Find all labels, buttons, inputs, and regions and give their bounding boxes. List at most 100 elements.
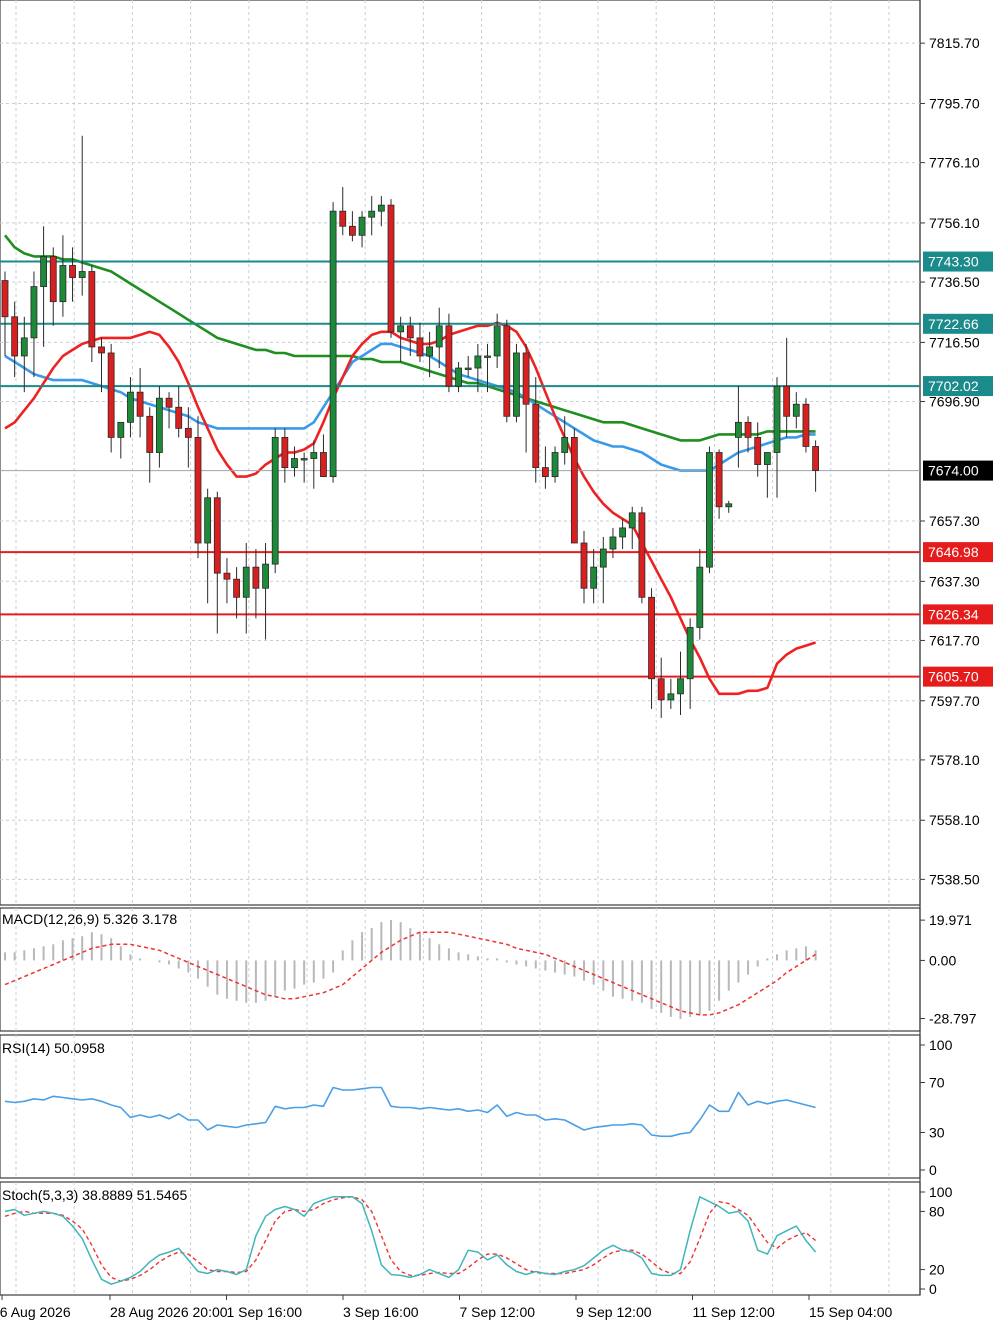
current-price-tag [923,460,993,481]
rsi-pane[interactable]: 100 70 30 0 [0,1034,953,1179]
time-tick-label: 15 Sep 04:00 [809,1304,893,1320]
price-tick-label: 7736.50 [929,274,980,290]
price-tick-label: 7815.70 [929,35,980,51]
candle-bull [271,437,279,565]
price-pane[interactable]: 7815.70 7795.70 7776.10 7756.10 7736.50 7716.… [0,0,993,1295]
level-tag [923,666,993,687]
candle-bear [657,678,665,701]
level-tag-label: 7743.30 [928,254,979,270]
level-tag-label: 7722.66 [928,316,979,332]
candle-bear [175,406,183,429]
time-tick-label: 28 Aug 2026 20:00 [110,1304,228,1320]
candle-bull [204,497,212,544]
candle-bull [561,437,569,453]
rsi-frame [0,1034,921,1179]
price-tick-label: 7795.70 [929,95,980,111]
candle-bear [233,578,241,598]
level-tag-label: 7702.02 [928,378,979,394]
stoch-k-line [4,1196,817,1285]
candle-bear [532,403,540,468]
candle-bear [783,385,791,417]
candle-bull [242,566,250,598]
macd-signal-line [4,931,816,1016]
rsi-label: RSI(14) 50.0958 [2,1040,105,1056]
candle-bull [696,566,704,628]
candle-bull [474,355,482,369]
candle-bull [329,210,337,478]
candle-bull [551,452,559,478]
macd-tick-label: 0.00 [929,952,956,968]
stoch-tick-label: 20 [929,1262,945,1278]
candle-bull [435,325,443,348]
candle-bear [754,437,762,465]
candle-bear [146,415,154,453]
candle-bear [223,572,231,580]
candle-bear [11,316,19,357]
candle-bull [609,536,617,550]
candle-bull [513,352,520,417]
candle-bear [406,325,414,339]
macd-tick-label: 19.971 [929,912,972,928]
current-price-label: 7674.00 [928,463,979,479]
macd-pane[interactable]: 19.971 0.00 -28.797 [0,907,977,1032]
stoch-tick-label: 0 [929,1281,937,1297]
candle-bull [368,210,376,218]
candle-bull [628,512,636,529]
level-tag-label: 7605.70 [928,669,979,685]
candle-bear [1,280,9,318]
level-tag [923,604,993,625]
macd-tick-label: -28.797 [929,1011,977,1027]
candle-bull [262,563,269,589]
level-tag-label: 7646.98 [928,544,979,560]
candle-bull [59,265,67,303]
time-axis: 26 Aug 2026 28 Aug 2026 20:001 Sep 16:00 3… [0,1295,893,1320]
candle-bear [98,346,105,354]
candle-bull [619,527,626,538]
price-tick-label: 7558.10 [929,812,980,828]
rsi-tick-label: 100 [929,1037,953,1053]
candle-bull [30,286,38,339]
candle-bear [339,210,347,227]
rsi-line [4,1086,816,1138]
rsi-tick-label: 70 [929,1075,945,1091]
candle-bear [194,437,202,544]
price-tick-label: 7637.30 [929,573,980,589]
candle-bear [802,403,810,447]
candle-bull [667,693,675,701]
candle-bear [49,256,57,303]
candle-bull [300,458,308,461]
time-tick-label: 11 Sep 12:00 [693,1304,775,1320]
rsi-tick-label: 30 [929,1125,945,1141]
candle-bull [155,397,163,453]
candle-bear [387,204,395,333]
price-tick-label: 7617.70 [929,632,980,648]
price-tick-label: 7597.70 [929,693,980,709]
candle-bear [69,265,76,278]
level-tag [923,313,993,334]
candle-bear [503,325,511,417]
candle-bear [744,421,752,438]
macd-label: MACD(12,26,9) 5.326 3.178 [2,911,177,927]
time-tick-label: 7 Sep 12:00 [460,1304,536,1320]
candle-bull [706,452,713,568]
candle-bear [184,427,192,438]
price-tick-label: 7756.10 [929,215,980,231]
candle-bear [281,437,289,468]
candle-bull [377,204,385,212]
candle-bear [522,352,530,405]
candle-bear [88,271,96,348]
price-tick-label: 7776.10 [929,155,980,171]
candle-bull [725,503,733,508]
time-tick-label: 1 Sep 16:00 [227,1304,303,1320]
candle-bull [493,325,501,357]
candle-bull [78,271,86,278]
stoch-label: Stoch(5,3,3) 38.8889 51.5465 [2,1187,187,1203]
macd-frame [0,907,921,1032]
candle-bear [348,225,356,236]
candle-bull [358,216,366,236]
candle-bull [455,367,462,387]
candle-bull [397,325,405,333]
ma-green-line [3,234,816,442]
price-tick-label: 7696.90 [929,394,980,410]
candle-bear [416,337,424,357]
